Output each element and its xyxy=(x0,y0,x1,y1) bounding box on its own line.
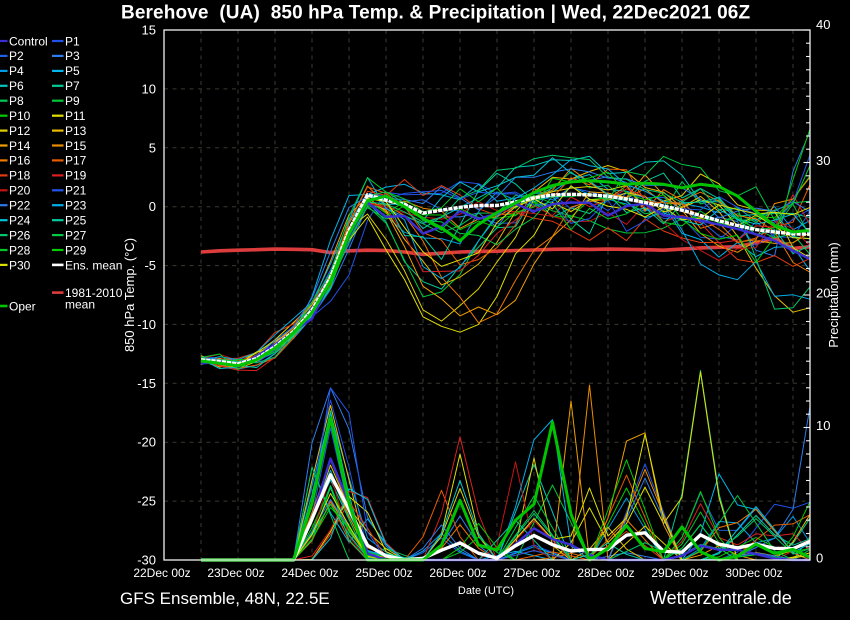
svg-text:15: 15 xyxy=(142,23,156,38)
svg-text:-20: -20 xyxy=(137,435,156,450)
svg-text:Wetterzentrale.de: Wetterzentrale.de xyxy=(650,588,792,608)
svg-text:P4: P4 xyxy=(9,64,24,78)
svg-text:P1: P1 xyxy=(65,34,80,48)
svg-text:30Dec 00z: 30Dec 00z xyxy=(725,566,782,580)
svg-text:P21: P21 xyxy=(65,184,87,198)
svg-text:-10: -10 xyxy=(137,317,156,332)
svg-text:20: 20 xyxy=(816,286,830,301)
svg-text:-25: -25 xyxy=(137,494,156,509)
svg-text:P2: P2 xyxy=(9,49,24,63)
svg-text:P15: P15 xyxy=(65,139,87,153)
svg-text:Date (UTC): Date (UTC) xyxy=(458,585,514,597)
svg-text:P24: P24 xyxy=(9,213,31,227)
svg-text:Oper: Oper xyxy=(9,299,36,313)
svg-text:P8: P8 xyxy=(9,94,24,108)
svg-text:40: 40 xyxy=(816,17,830,32)
svg-text:Precipitation (mm): Precipitation (mm) xyxy=(826,242,841,347)
svg-text:P27: P27 xyxy=(65,228,87,242)
svg-text:P17: P17 xyxy=(65,154,87,168)
svg-text:P13: P13 xyxy=(65,124,87,138)
svg-text:10: 10 xyxy=(142,81,156,96)
svg-text:GFS Ensemble, 48N, 22.5E: GFS Ensemble, 48N, 22.5E xyxy=(120,589,330,608)
svg-text:Berehove (UA) 850 hPa Temp.: Berehove (UA) 850 hPa Temp. & Precipitat… xyxy=(121,3,750,24)
svg-text:P18: P18 xyxy=(9,169,31,183)
svg-text:P16: P16 xyxy=(9,154,31,168)
svg-text:-5: -5 xyxy=(144,258,156,273)
svg-text:P6: P6 xyxy=(9,79,24,93)
svg-text:Ens. mean: Ens. mean xyxy=(65,258,122,272)
svg-text:-30: -30 xyxy=(137,553,156,568)
svg-text:P30: P30 xyxy=(9,258,31,272)
svg-text:P25: P25 xyxy=(65,213,87,227)
svg-text:0: 0 xyxy=(149,199,156,214)
svg-text:26Dec 00z: 26Dec 00z xyxy=(429,566,486,580)
svg-text:P5: P5 xyxy=(65,64,80,78)
svg-text:-15: -15 xyxy=(137,376,156,391)
svg-text:P7: P7 xyxy=(65,79,80,93)
svg-text:28Dec 00z: 28Dec 00z xyxy=(577,566,634,580)
svg-text:29Dec 00z: 29Dec 00z xyxy=(651,566,708,580)
svg-text:P23: P23 xyxy=(65,199,87,213)
svg-text:P12: P12 xyxy=(9,124,31,138)
svg-text:P29: P29 xyxy=(65,243,87,257)
svg-text:22Dec 00z: 22Dec 00z xyxy=(133,566,190,580)
svg-text:30: 30 xyxy=(816,153,830,168)
svg-text:mean: mean xyxy=(65,297,95,311)
svg-text:P20: P20 xyxy=(9,184,31,198)
svg-text:27Dec 00z: 27Dec 00z xyxy=(503,566,560,580)
svg-text:P19: P19 xyxy=(65,169,87,183)
svg-text:P11: P11 xyxy=(65,109,86,123)
svg-text:0: 0 xyxy=(816,551,823,566)
svg-text:P14: P14 xyxy=(9,139,31,153)
svg-text:5: 5 xyxy=(149,140,156,155)
svg-text:23Dec 00z: 23Dec 00z xyxy=(207,566,264,580)
svg-text:P9: P9 xyxy=(65,94,80,108)
svg-text:Control: Control xyxy=(9,34,48,48)
svg-text:1981-2010: 1981-2010 xyxy=(65,286,123,300)
svg-text:P22: P22 xyxy=(9,199,31,213)
svg-text:P10: P10 xyxy=(9,109,31,123)
svg-text:P28: P28 xyxy=(9,243,31,257)
svg-text:25Dec 00z: 25Dec 00z xyxy=(355,566,412,580)
svg-text:P26: P26 xyxy=(9,228,31,242)
svg-text:P3: P3 xyxy=(65,49,80,63)
svg-text:850 hPa Temp. (°C): 850 hPa Temp. (°C) xyxy=(122,238,137,352)
svg-text:24Dec 00z: 24Dec 00z xyxy=(281,566,338,580)
svg-text:10: 10 xyxy=(816,418,830,433)
